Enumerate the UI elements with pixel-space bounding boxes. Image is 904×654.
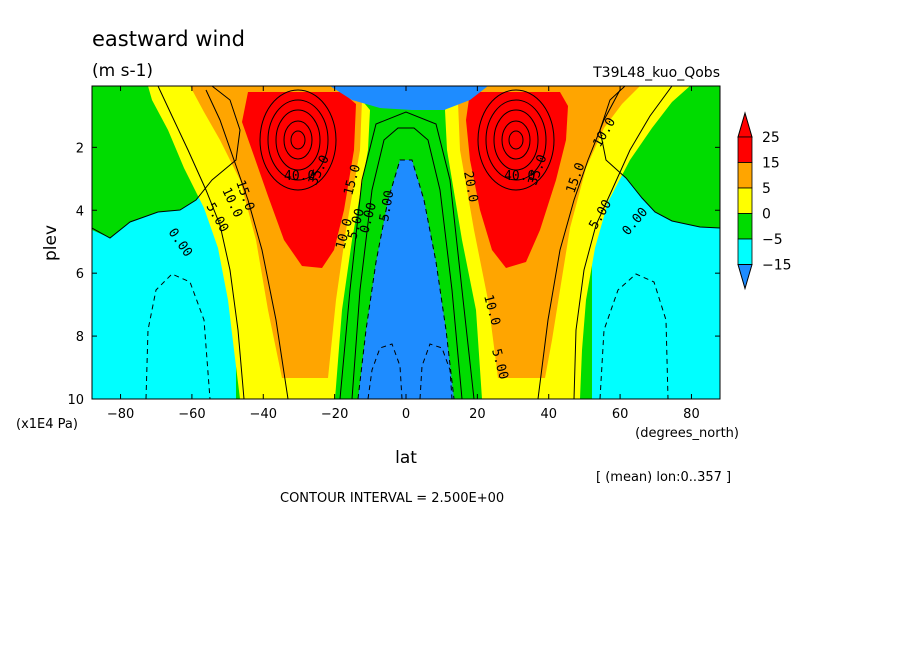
- region-blue-equator: [358, 160, 454, 399]
- averaging-note: [ (mean) lon:0..357 ]: [596, 470, 731, 485]
- y-tick-label: 2: [76, 141, 84, 156]
- run-label: T39L48_kuo_Qobs: [592, 65, 720, 81]
- colorbar-segment: [737, 136, 753, 163]
- colorbar-label: −5: [762, 232, 783, 248]
- contour-interval-note: CONTOUR INTERVAL = 2.500E+00: [280, 491, 504, 506]
- x-tick-label: 0: [402, 407, 410, 422]
- y-axis-label: plev: [41, 225, 61, 261]
- y-axis-units: (x1E4 Pa): [16, 417, 78, 432]
- colorbar-top-triangle: [737, 111, 753, 138]
- y-tick-label: 4: [76, 204, 84, 219]
- contour-label-40-north: 40.0: [504, 169, 535, 184]
- x-axis-units: (degrees_north): [635, 426, 739, 441]
- colorbar-segment: [737, 238, 753, 265]
- colorbar-label: −15: [762, 258, 792, 274]
- colorbar-label: 0: [762, 207, 771, 223]
- x-axis-label: lat: [395, 448, 417, 468]
- x-tick-label: −40: [250, 407, 277, 422]
- y-tick-label: 8: [76, 330, 84, 345]
- negative-contours: [145, 159, 669, 399]
- x-tick-label: −60: [178, 407, 205, 422]
- x-tick-label: −20: [321, 407, 348, 422]
- y-tick-label: 6: [76, 267, 84, 282]
- y-tick-label: 10: [67, 393, 84, 408]
- colorbar-segment: [737, 162, 753, 189]
- chart-title: eastward wind: [92, 27, 245, 51]
- colorbar-label: 15: [762, 156, 780, 172]
- colorbar-label: 5: [762, 181, 771, 197]
- x-tick-label: 60: [612, 407, 629, 422]
- colorbar-segment: [737, 213, 753, 240]
- colorbar-bottom-triangle: [737, 264, 753, 291]
- colorbar-label: 25: [762, 130, 780, 146]
- colorbar: 25 15 5 0 −5 −15: [737, 111, 792, 291]
- contour-lines: [92, 86, 720, 399]
- contour-label-neg5-equator: 5.00: [377, 189, 397, 222]
- colorbar-segment: [737, 187, 753, 214]
- y-axis: 2 4 6 8 10: [67, 141, 720, 408]
- region-blue-top: [330, 86, 488, 110]
- x-tick-label: 80: [683, 407, 700, 422]
- x-axis: −80 −60 −40 −20 0 20 40 60 80: [107, 86, 700, 422]
- x-tick-label: −80: [107, 407, 134, 422]
- x-tick-label: 40: [540, 407, 557, 422]
- x-tick-label: 20: [469, 407, 486, 422]
- contour-field: [92, 86, 720, 399]
- chart-units: (m s-1): [92, 61, 153, 81]
- contour-label-40-south: 40.0: [284, 169, 315, 184]
- contour-label-20-north: 20.0: [460, 170, 480, 203]
